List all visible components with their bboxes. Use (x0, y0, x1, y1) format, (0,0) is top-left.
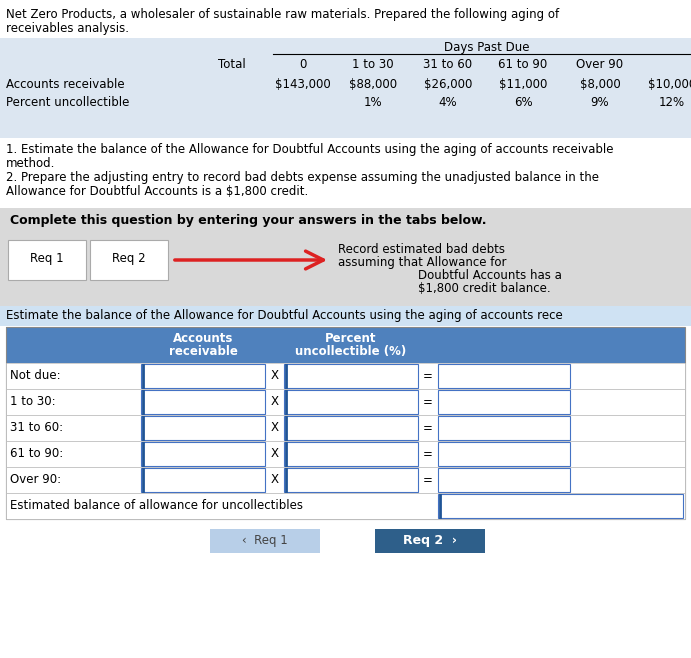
Bar (438, 364, 570, 388)
Text: Estimated balance of allowance for uncollectibles: Estimated balance of allowance for uncol… (10, 499, 303, 512)
Text: =: = (423, 448, 433, 461)
Bar (6, 327, 685, 363)
Text: X: X (271, 395, 279, 408)
Text: Total: Total (218, 58, 246, 71)
Text: $10,000: $10,000 (648, 78, 691, 91)
Bar (438, 442, 570, 466)
Text: ‹  Req 1: ‹ Req 1 (242, 534, 288, 547)
Text: =: = (423, 396, 433, 409)
Text: Record estimated bad debts: Record estimated bad debts (338, 243, 505, 256)
Text: Over 90:: Over 90: (10, 473, 61, 486)
Text: Percent: Percent (325, 332, 377, 345)
Text: Net Zero Products, a wholesaler of sustainable raw materials. Prepared the follo: Net Zero Products, a wholesaler of susta… (6, 8, 559, 21)
Text: 31 to 60: 31 to 60 (424, 58, 473, 71)
Bar (8, 240, 86, 280)
Text: Not due:: Not due: (10, 369, 61, 382)
Text: Complete this question by entering your answers in the tabs below.: Complete this question by entering your … (10, 214, 486, 227)
Bar (141, 468, 265, 492)
Text: 9%: 9% (591, 96, 609, 109)
Text: 61 to 90: 61 to 90 (498, 58, 548, 71)
Text: 1. Estimate the balance of the Allowance for Doubtful Accounts using the aging o: 1. Estimate the balance of the Allowance… (6, 143, 614, 156)
Text: X: X (271, 369, 279, 382)
Text: =: = (423, 370, 433, 383)
Text: $88,000: $88,000 (349, 78, 397, 91)
Text: $1,800 credit balance.: $1,800 credit balance. (418, 282, 551, 295)
Text: X: X (271, 447, 279, 460)
Text: 0: 0 (299, 58, 307, 71)
Text: 12%: 12% (659, 96, 685, 109)
Bar (141, 416, 265, 440)
Bar (438, 416, 570, 440)
Text: Doubtful Accounts has a: Doubtful Accounts has a (418, 269, 562, 282)
Text: 1 to 30:: 1 to 30: (10, 395, 55, 408)
Bar (141, 390, 265, 414)
Text: Req 2  ›: Req 2 › (403, 534, 457, 547)
Bar (0, 306, 691, 326)
Text: 6%: 6% (513, 96, 532, 109)
Text: =: = (423, 474, 433, 487)
Bar (6, 441, 685, 467)
Bar (6, 327, 685, 519)
Text: Accounts receivable: Accounts receivable (6, 78, 124, 91)
Text: $11,000: $11,000 (499, 78, 547, 91)
Bar (438, 468, 570, 492)
Text: uncollectible (%): uncollectible (%) (295, 345, 406, 358)
Text: Percent uncollectible: Percent uncollectible (6, 96, 129, 109)
Bar (0, 38, 691, 138)
Bar (0, 208, 691, 236)
Bar (6, 415, 685, 441)
Bar (0, 236, 691, 306)
Text: 1 to 30: 1 to 30 (352, 58, 394, 71)
Text: 1%: 1% (363, 96, 382, 109)
Bar (284, 442, 418, 466)
Text: Over 90: Over 90 (576, 58, 623, 71)
Text: 4%: 4% (439, 96, 457, 109)
Bar (6, 467, 685, 493)
Text: Accounts: Accounts (173, 332, 233, 345)
Bar (438, 390, 570, 414)
Text: Allowance for Doubtful Accounts is a $1,800 credit.: Allowance for Doubtful Accounts is a $1,… (6, 185, 308, 198)
Text: 31 to 60:: 31 to 60: (10, 421, 63, 434)
Bar (284, 416, 418, 440)
Text: $143,000: $143,000 (275, 78, 331, 91)
Bar (6, 389, 685, 415)
Text: assuming that Allowance for: assuming that Allowance for (338, 256, 507, 269)
Bar (438, 494, 683, 518)
Text: Days Past Due: Days Past Due (444, 41, 530, 54)
Bar (6, 363, 685, 389)
Text: 61 to 90:: 61 to 90: (10, 447, 64, 460)
Text: method.: method. (6, 157, 55, 170)
Text: =: = (423, 422, 433, 435)
Text: receivables analysis.: receivables analysis. (6, 22, 129, 35)
Text: X: X (271, 421, 279, 434)
Text: $26,000: $26,000 (424, 78, 472, 91)
Bar (90, 240, 168, 280)
Bar (284, 390, 418, 414)
Bar (210, 529, 320, 553)
Text: X: X (271, 473, 279, 486)
Bar (141, 442, 265, 466)
Bar (141, 364, 265, 388)
Bar (284, 364, 418, 388)
Text: Req 2: Req 2 (112, 252, 146, 265)
Text: Estimate the balance of the Allowance for Doubtful Accounts using the aging of a: Estimate the balance of the Allowance fo… (6, 309, 562, 322)
Bar (6, 493, 685, 519)
Bar (284, 468, 418, 492)
Text: $8,000: $8,000 (580, 78, 621, 91)
Text: 2. Prepare the adjusting entry to record bad debts expense assuming the unadjust: 2. Prepare the adjusting entry to record… (6, 171, 599, 184)
Bar (375, 529, 485, 553)
Text: Req 1: Req 1 (30, 252, 64, 265)
Text: receivable: receivable (169, 345, 238, 358)
